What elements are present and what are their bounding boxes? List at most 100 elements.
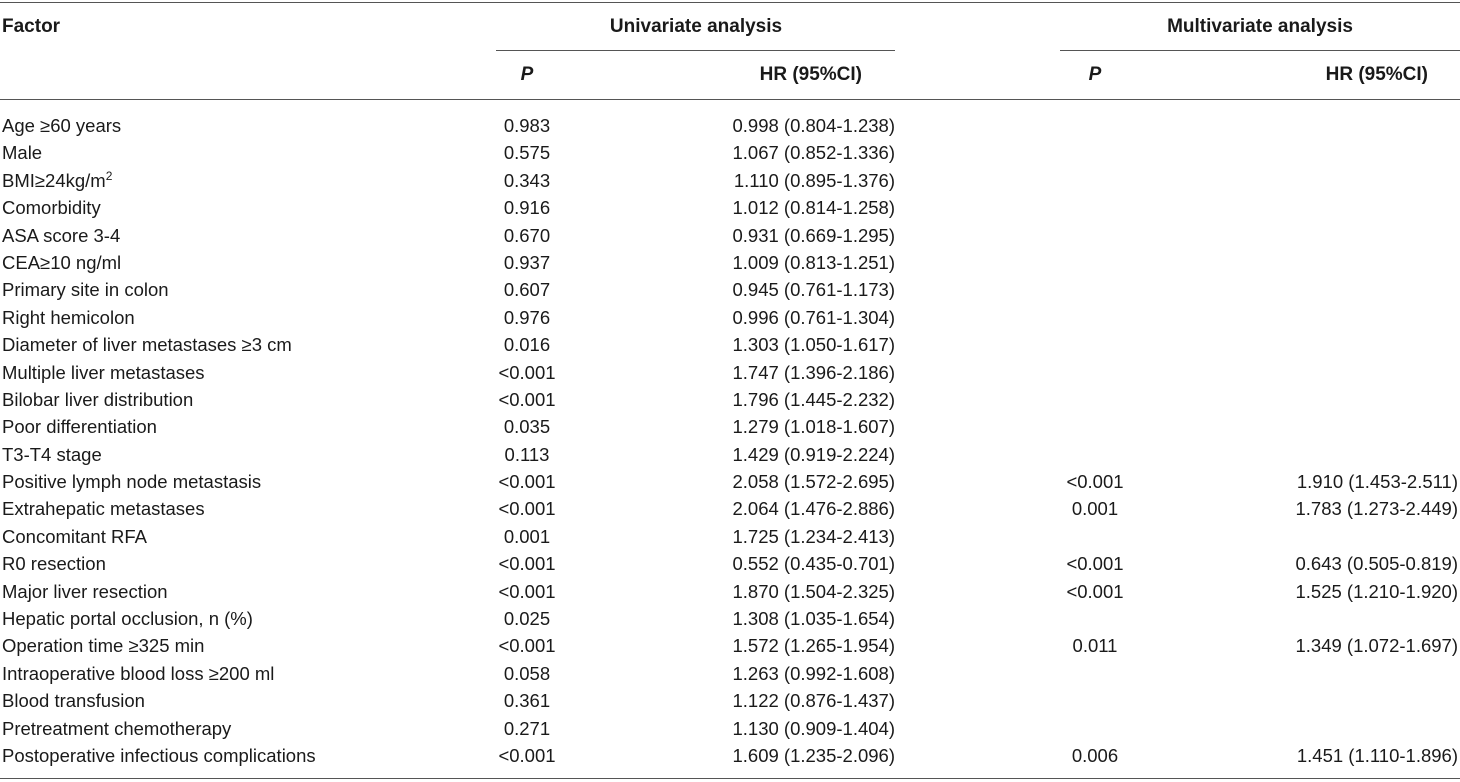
table-row: Extrahepatic metastases <0.001 2.064 (1.47…: [0, 495, 1460, 522]
univariate-p-cell: <0.001: [498, 744, 556, 766]
univariate-hr-cell: 1.609 (1.235-2.096): [732, 744, 895, 766]
multivariate-p-cell: 0.001: [1071, 498, 1119, 520]
univariate-p-cell: <0.001: [498, 361, 556, 383]
univariate-hr-cell: 2.058 (1.572-2.695): [732, 471, 895, 493]
univariate-hr-cell: 0.931 (0.669-1.295): [732, 224, 895, 246]
multivariate-p-cell: 0.011: [1072, 635, 1118, 657]
factor-text: Concomitant RFA: [2, 525, 147, 547]
table-top-border: [0, 2, 1460, 3]
univariate-hr-cell: 1.303 (1.050-1.617): [732, 334, 895, 356]
table-row: ASA score 3-4 0.670 0.931 (0.669-1.295): [0, 222, 1460, 249]
table-row: T3-T4 stage 0.113 1.429 (0.919-2.224): [0, 441, 1460, 468]
multivariate-p-cell: <0.001: [1066, 580, 1124, 602]
univariate-p-cell: 0.607: [503, 279, 551, 301]
factor-text: BMI≥24kg/m: [2, 169, 106, 191]
table-row: Intraoperative blood loss ≥200 ml 0.058 1.…: [0, 660, 1460, 687]
univariate-p-cell: <0.001: [498, 580, 556, 602]
multivariate-hr-cell: 1.451 (1.110-1.896): [1296, 744, 1458, 766]
univariate-p-cell: 0.916: [503, 197, 551, 219]
multivariate-hr-cell: 0.643 (0.505-0.819): [1295, 553, 1458, 575]
univariate-header: Univariate analysis: [609, 16, 783, 37]
univariate-hr-cell: 1.110 (0.895-1.376): [733, 169, 895, 191]
univariate-hr-header: HR (95%CI): [759, 64, 862, 85]
table-row: Multiple liver metastases <0.001 1.747 (1.…: [0, 359, 1460, 386]
univariate-hr-cell: 0.998 (0.804-1.238): [732, 115, 895, 136]
table-row: Diameter of liver metastases ≥3 cm 0.016 1…: [0, 331, 1460, 358]
univariate-hr-cell: 1.279 (1.018-1.607): [732, 416, 895, 438]
factor-cell: Comorbidity: [2, 194, 101, 221]
factor-cell: Intraoperative blood loss ≥200 ml: [2, 660, 274, 687]
factor-text: Operation time ≥325 min: [2, 635, 205, 657]
univariate-hr-cell: 1.572 (1.265-1.954): [732, 635, 895, 657]
factor-text: Primary site in colon: [2, 279, 169, 301]
factor-header: Factor: [2, 16, 61, 37]
univariate-hr-cell: 2.064 (1.476-2.886): [732, 498, 895, 520]
table-row: Positive lymph node metastasis <0.001 2.05…: [0, 468, 1460, 495]
table-row: Operation time ≥325 min <0.001 1.572 (1.26…: [0, 632, 1460, 659]
factor-text: Major liver resection: [2, 580, 168, 602]
univariate-hr-cell: 0.945 (0.761-1.173): [732, 279, 895, 301]
univariate-p-cell: <0.001: [498, 635, 556, 657]
factor-cell: Postoperative infectious complications: [2, 742, 316, 769]
multivariate-p-cell: 0.006: [1071, 744, 1119, 766]
univariate-hr-cell: 1.009 (0.813-1.251): [732, 251, 895, 273]
table-row: Poor differentiation 0.035 1.279 (1.018-1.…: [0, 413, 1460, 440]
table-row: BMI≥24kg/m2 0.343 1.110 (0.895-1.376): [0, 167, 1460, 194]
factor-text: ASA score 3-4: [2, 224, 121, 246]
table-row: Male 0.575 1.067 (0.852-1.336): [0, 139, 1460, 166]
factor-cell: Age ≥60 years: [2, 112, 121, 139]
univariate-p-cell: 0.343: [503, 169, 551, 191]
univariate-hr-cell: 1.747 (1.396-2.186): [732, 361, 895, 383]
multivariate-hr-cell: 1.349 (1.072-1.697): [1295, 635, 1458, 657]
univariate-hr-cell: 1.870 (1.504-2.325): [732, 580, 895, 602]
factor-cell: Blood transfusion: [2, 687, 145, 714]
univariate-hr-cell: 0.552 (0.435-0.701): [732, 553, 895, 575]
factor-cell: Poor differentiation: [2, 413, 157, 440]
univariate-hr-cell: 1.130 (0.909-1.404): [732, 717, 895, 739]
univariate-p-cell: 0.113: [504, 443, 550, 465]
univariate-p-cell: 0.016: [503, 334, 551, 356]
univariate-p-cell: 0.361: [503, 690, 551, 712]
univariate-p-cell: 0.575: [503, 142, 551, 164]
multivariate-hr-header: HR (95%CI): [1325, 64, 1428, 85]
table-row: Postoperative infectious complications <0…: [0, 742, 1460, 769]
factor-cell: R0 resection: [2, 550, 106, 577]
univariate-p-header: P: [520, 64, 534, 85]
factor-cell: Major liver resection: [2, 578, 168, 605]
factor-text: CEA≥10 ng/ml: [2, 251, 122, 273]
factor-text: Extrahepatic metastases: [2, 498, 205, 520]
table-row: Major liver resection <0.001 1.870 (1.504-…: [0, 578, 1460, 605]
factor-cell: Bilobar liver distribution: [2, 386, 193, 413]
table-row: CEA≥10 ng/ml 0.937 1.009 (0.813-1.251): [0, 249, 1460, 276]
univariate-hr-cell: 1.263 (0.992-1.608): [732, 662, 895, 684]
factor-text: Male: [2, 142, 43, 164]
table-row: Primary site in colon 0.607 0.945 (0.761-1…: [0, 276, 1460, 303]
table-row: Right hemicolon 0.976 0.996 (0.761-1.304): [0, 304, 1460, 331]
univariate-p-cell: 0.271: [503, 717, 551, 739]
univariate-p-cell: 0.001: [503, 525, 551, 547]
factor-cell: Right hemicolon: [2, 304, 135, 331]
factor-cell: Diameter of liver metastases ≥3 cm: [2, 331, 292, 358]
factor-text: Positive lymph node metastasis: [2, 471, 262, 493]
factor-text: T3-T4 stage: [2, 443, 102, 465]
table-row: Pretreatment chemotherapy 0.271 1.130 (0.9…: [0, 715, 1460, 742]
multivariate-hr-cell: 1.783 (1.273-2.449): [1295, 498, 1458, 520]
factor-text: Postoperative infectious complications: [2, 744, 316, 766]
factor-cell: Concomitant RFA: [2, 523, 147, 550]
factor-text: Multiple liver metastases: [2, 361, 205, 383]
multivariate-p-cell: <0.001: [1066, 471, 1124, 493]
univariate-underline: [496, 50, 895, 51]
univariate-p-cell: <0.001: [498, 471, 556, 493]
factor-cell: Pretreatment chemotherapy: [2, 715, 231, 742]
factor-cell: Hepatic portal occlusion, n (%): [2, 605, 253, 632]
univariate-p-cell: <0.001: [498, 553, 556, 575]
univariate-p-cell: <0.001: [498, 388, 556, 410]
factor-text: Hepatic portal occlusion, n (%): [2, 608, 253, 630]
multivariate-hr-cell: 1.910 (1.453-2.511): [1296, 471, 1458, 493]
table-row: R0 resection <0.001 0.552 (0.435-0.701) <0.…: [0, 550, 1460, 577]
table-body: Age ≥60 years 0.983 0.998 (0.804-1.238) Mal…: [0, 112, 1460, 769]
factor-text: Blood transfusion: [2, 690, 145, 712]
univariate-hr-cell: 0.996 (0.761-1.304): [732, 306, 895, 328]
table-bottom-border: [0, 778, 1460, 779]
factor-text: Diameter of liver metastases ≥3 cm: [2, 334, 292, 356]
